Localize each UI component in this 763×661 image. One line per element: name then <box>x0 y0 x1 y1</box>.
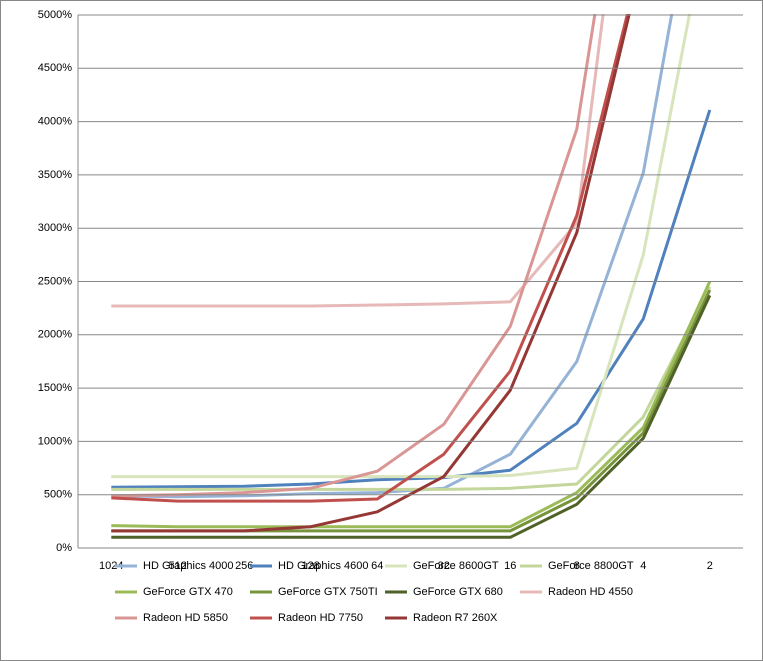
y-tick-label: 3500% <box>38 169 72 181</box>
y-tick-label: 5000% <box>38 9 72 21</box>
x-tick-label: 128 <box>302 560 320 572</box>
x-tick-label: 256 <box>235 560 253 572</box>
y-tick-label: 4500% <box>38 62 72 74</box>
legend-label: GeForce GTX 750TI <box>278 586 378 598</box>
y-tick-label: 3000% <box>38 222 72 234</box>
y-tick-label: 4000% <box>38 116 72 128</box>
series-line <box>111 286 712 491</box>
plot-area <box>111 14 712 539</box>
y-tick-label: 1000% <box>38 435 72 447</box>
legend-label: HD Graphics 4000 <box>143 560 234 572</box>
legend-label: GeForce GTX 680 <box>413 586 503 598</box>
series-line <box>111 14 605 308</box>
x-tick-label: 64 <box>371 560 383 572</box>
series-line <box>111 294 712 539</box>
legend-label: Radeon HD 4550 <box>548 586 633 598</box>
y-tick-label: 0% <box>56 542 72 554</box>
legend-label: Radeon HD 5850 <box>143 612 228 624</box>
series-line <box>111 280 712 529</box>
legend-label: GeForce 8800GT <box>548 560 634 572</box>
x-tick-label: 16 <box>504 560 516 572</box>
legend-label: GeForce 8600GT <box>413 560 499 572</box>
x-tick-label: 8 <box>574 560 580 572</box>
y-tick-label: 500% <box>44 489 72 501</box>
legend-label: GeForce GTX 470 <box>143 586 233 598</box>
y-tick-label: 2500% <box>38 275 72 287</box>
x-tick-label: 2 <box>707 560 713 572</box>
y-tick-label: 1500% <box>38 382 72 394</box>
y-tick-label: 2000% <box>38 329 72 341</box>
legend-label: Radeon R7 260X <box>413 612 498 624</box>
x-tick-label: 32 <box>438 560 450 572</box>
x-tick-label: 1024 <box>99 560 123 572</box>
series-line <box>111 14 597 498</box>
series-line <box>111 14 630 503</box>
x-tick-label: 512 <box>169 560 187 572</box>
legend-label: HD Graphics 4600 <box>278 560 369 572</box>
legend-label: Radeon HD 7750 <box>278 612 363 624</box>
series-line <box>111 109 712 489</box>
x-tick-label: 4 <box>640 560 646 572</box>
